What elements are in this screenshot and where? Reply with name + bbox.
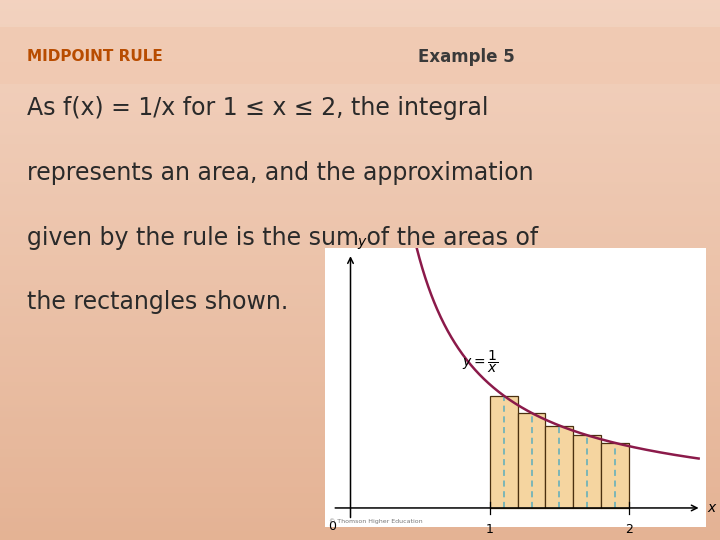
Text: MIDPOINT RULE: MIDPOINT RULE	[27, 49, 163, 64]
Bar	[518, 413, 546, 508]
Text: $y$: $y$	[357, 236, 368, 251]
Text: Example 5: Example 5	[418, 48, 514, 66]
Text: given by the rule is the sum of the areas of: given by the rule is the sum of the area…	[27, 226, 539, 249]
Text: 0: 0	[328, 521, 336, 534]
Text: the rectangles shown.: the rectangles shown.	[27, 291, 289, 314]
Bar	[490, 396, 518, 508]
Bar	[573, 435, 601, 508]
Bar	[601, 443, 629, 508]
Text: $y = \dfrac{1}{x}$: $y = \dfrac{1}{x}$	[462, 349, 498, 375]
Bar	[546, 426, 573, 508]
Text: $x$: $x$	[707, 501, 718, 515]
Text: 1: 1	[486, 523, 494, 536]
Bar	[0, 27, 720, 84]
Text: represents an area, and the approximation: represents an area, and the approximatio…	[27, 161, 534, 185]
Text: © Thomson Higher Education: © Thomson Higher Education	[329, 518, 423, 524]
Text: 2: 2	[625, 523, 633, 536]
Text: As f(x) = 1/x for 1 ≤ x ≤ 2, the integral: As f(x) = 1/x for 1 ≤ x ≤ 2, the integra…	[27, 96, 489, 120]
